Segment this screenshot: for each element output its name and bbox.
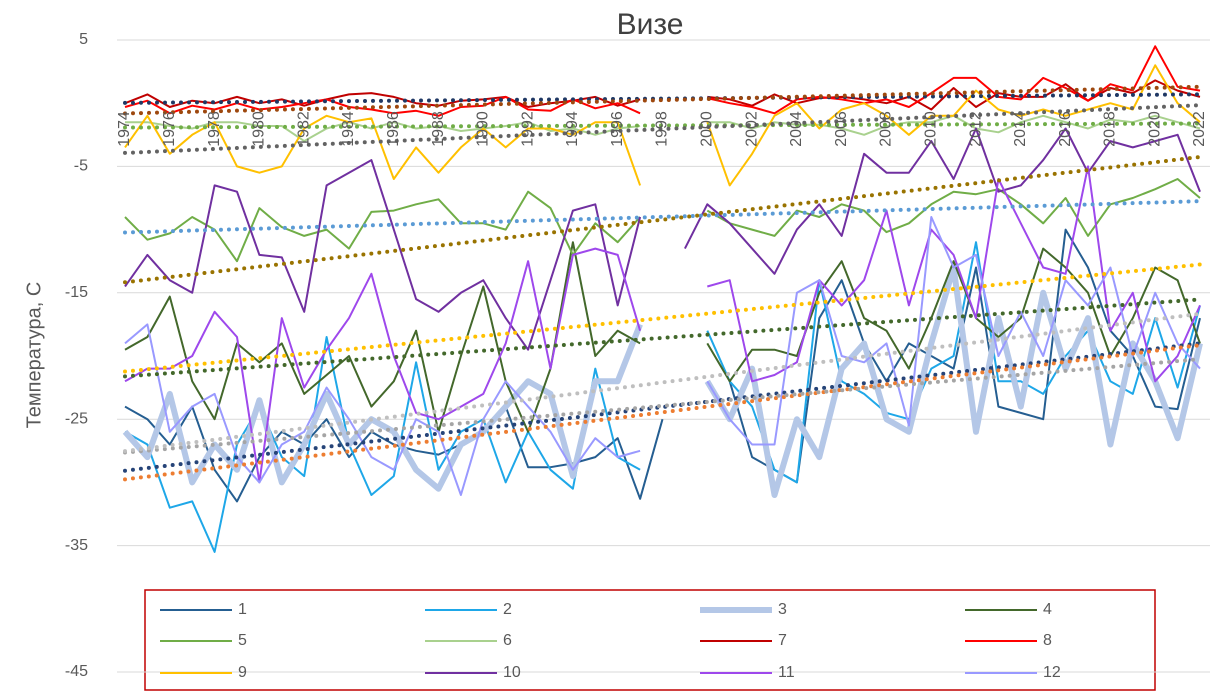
series-line bbox=[124, 127, 1201, 351]
y-tick-label: -25 bbox=[65, 410, 88, 427]
legend-label: 8 bbox=[1043, 632, 1052, 649]
trend-line bbox=[123, 357, 1202, 455]
series-line bbox=[124, 45, 1201, 117]
trend-line bbox=[123, 103, 1202, 155]
trend-line bbox=[123, 341, 1202, 473]
series-line bbox=[124, 241, 1201, 553]
x-tick-label: 2018 bbox=[1102, 111, 1119, 147]
x-tick-label: 1992 bbox=[519, 111, 536, 147]
trend-line bbox=[123, 343, 1202, 482]
series-line bbox=[124, 178, 1201, 263]
x-tick-label: 2012 bbox=[967, 111, 984, 147]
legend-label: 12 bbox=[1043, 664, 1061, 681]
x-tick-label: 2020 bbox=[1146, 111, 1163, 147]
y-tick-label: 5 bbox=[79, 31, 88, 48]
x-tick-label: 1988 bbox=[430, 111, 447, 147]
series-line bbox=[124, 64, 1201, 187]
trend-line bbox=[123, 92, 1202, 105]
trend-line bbox=[123, 121, 1202, 130]
x-tick-label: 1996 bbox=[609, 111, 626, 147]
legend-label: 9 bbox=[238, 664, 247, 681]
legend-label: 1 bbox=[238, 601, 247, 618]
x-tick-label: 2004 bbox=[788, 111, 805, 147]
x-tick-label: 1982 bbox=[295, 111, 312, 147]
x-tick-label: 1984 bbox=[340, 111, 357, 147]
chart-title: Визе bbox=[617, 8, 684, 41]
y-tick-label: -45 bbox=[65, 663, 88, 680]
x-tick-label: 2002 bbox=[743, 111, 760, 147]
legend-label: 6 bbox=[503, 632, 512, 649]
trend-line bbox=[123, 199, 1202, 235]
x-tick-label: 2010 bbox=[922, 111, 939, 147]
legend-label: 5 bbox=[238, 632, 247, 649]
trend-line bbox=[123, 311, 1202, 454]
x-tick-label: 2014 bbox=[1012, 111, 1029, 147]
x-tick-label: 2006 bbox=[833, 111, 850, 147]
x-tick-label: 1978 bbox=[206, 111, 223, 147]
x-tick-label: 1980 bbox=[251, 111, 268, 147]
y-tick-label: -35 bbox=[65, 537, 88, 554]
legend-label: 7 bbox=[778, 632, 787, 649]
x-tick-label: 1990 bbox=[475, 111, 492, 147]
series-line bbox=[124, 216, 1201, 496]
x-tick-label: 2008 bbox=[878, 111, 895, 147]
x-tick-label: 1994 bbox=[564, 111, 581, 147]
x-tick-label: 1998 bbox=[654, 111, 671, 147]
x-tick-label: 1986 bbox=[385, 111, 402, 147]
x-tick-label: 2016 bbox=[1057, 111, 1074, 147]
x-tick-label: 1976 bbox=[161, 111, 178, 147]
legend-label: 3 bbox=[778, 601, 787, 618]
trend-line bbox=[123, 84, 1202, 116]
x-tick-label: 1974 bbox=[116, 111, 133, 147]
y-tick-label: -15 bbox=[65, 284, 88, 301]
y-axis-label: Температура, С bbox=[23, 282, 45, 429]
y-tick-label: -5 bbox=[74, 158, 88, 175]
x-tick-label: 2000 bbox=[699, 111, 716, 147]
legend-label: 11 bbox=[778, 664, 795, 681]
x-tick-label: 2022 bbox=[1191, 111, 1208, 147]
legend-label: 2 bbox=[503, 601, 512, 618]
legend-label: 10 bbox=[503, 664, 521, 681]
legend-label: 4 bbox=[1043, 601, 1052, 618]
series-line bbox=[124, 165, 1201, 484]
